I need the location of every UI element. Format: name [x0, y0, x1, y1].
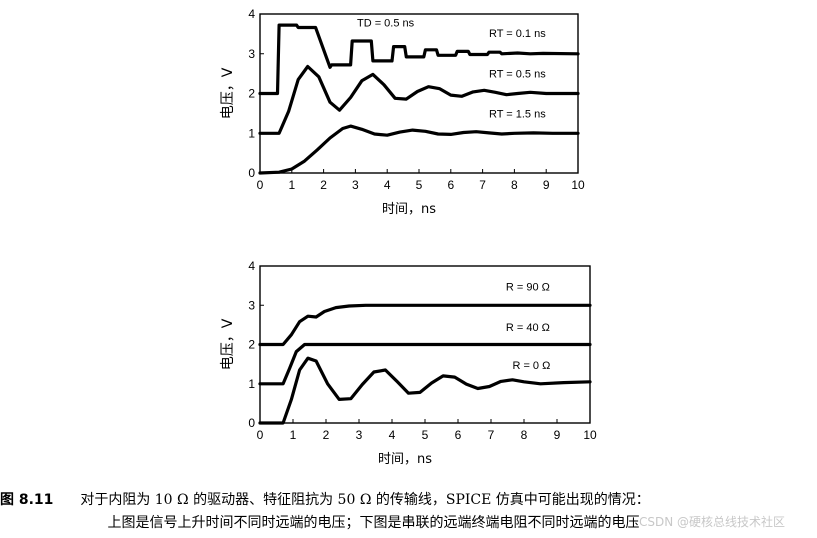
y-tick-label: 0 — [248, 166, 255, 180]
caption-text-2: 上图是信号上升时间不同时远端的电压；下图是串联的远端终端电阻不同时远端的电压 — [107, 515, 640, 531]
caption-text-1: 对于内阻为 10 Ω 的驱动器、特征阻抗为 50 Ω 的传输线，SPICE 仿真… — [80, 492, 650, 508]
x-tick-label: 3 — [352, 178, 359, 192]
x-tick-label: 4 — [389, 428, 396, 442]
x-tick-label: 5 — [416, 178, 423, 192]
x-tick-label: 7 — [488, 428, 495, 442]
x-tick-label: 0 — [257, 178, 264, 192]
y-tick-label: 2 — [248, 338, 255, 352]
y-tick-label: 3 — [248, 298, 255, 312]
x-tick-label: 7 — [479, 178, 486, 192]
y-tick-label: 1 — [248, 126, 255, 140]
y-tick-label: 4 — [248, 259, 255, 273]
y-axis-label: 电压，V — [220, 318, 236, 370]
caption-line-2: 上图是信号上升时间不同时远端的电压；下图是串联的远端终端电阻不同时远端的电压 — [0, 512, 817, 532]
x-tick-label: 8 — [521, 428, 528, 442]
x-tick-label: 2 — [320, 178, 327, 192]
series-line-3 — [258, 356, 592, 425]
x-axis-label: 时间，ns — [382, 202, 436, 217]
x-tick-label: 10 — [571, 178, 585, 192]
y-axis-label: 电压，V — [220, 67, 236, 119]
x-tick-label: 3 — [356, 428, 363, 442]
watermark: CSDN @硬核总线技术社区 — [638, 515, 785, 529]
series-line-1 — [258, 23, 580, 96]
series-line-2 — [258, 64, 580, 135]
series-line-2 — [258, 342, 592, 386]
y-tick-label: 3 — [248, 47, 255, 61]
annotation-label: TD = 0.5 ns — [357, 18, 415, 30]
x-tick-label: 8 — [511, 178, 518, 192]
y-tick-label: 1 — [248, 377, 255, 391]
x-tick-label: 9 — [543, 178, 550, 192]
x-tick-label: 6 — [447, 178, 454, 192]
x-tick-label: 5 — [422, 428, 429, 442]
annotation-label: R = 90 Ω — [506, 281, 550, 293]
x-tick-label: 10 — [583, 428, 597, 442]
y-tick-label: 0 — [248, 416, 255, 430]
annotation-label: RT = 0.5 ns — [489, 69, 546, 81]
x-tick-label: 4 — [384, 178, 391, 192]
series-line-1 — [258, 303, 592, 347]
x-tick-label: 9 — [554, 428, 561, 442]
x-tick-label: 2 — [323, 428, 330, 442]
series-line-3 — [258, 124, 580, 175]
x-tick-label: 1 — [290, 428, 297, 442]
annotation-label: RT = 1.5 ns — [489, 108, 546, 120]
x-axis-label: 时间，ns — [378, 452, 432, 467]
y-tick-label: 4 — [248, 7, 255, 21]
x-tick-label: 0 — [257, 428, 264, 442]
chart-1: 0 1 2 3 4 5 6 7 8 9 10 0 1 2 3 4 电压，V 时间，ns TD = 0.5 ns RT … — [220, 7, 585, 217]
x-tick-label: 1 — [288, 178, 295, 192]
caption-line-1: 图 8.11 对于内阻为 10 Ω 的驱动器、特征阻抗为 50 Ω 的传输线，S… — [0, 489, 817, 509]
x-tick-label: 6 — [455, 428, 462, 442]
y-tick-label: 2 — [248, 87, 255, 101]
annotation-label: R = 40 Ω — [506, 322, 550, 334]
chart-2: 0 1 2 3 4 5 6 7 8 9 10 0 1 2 3 4 电压，V 时间，ns R = 90 Ω R = 40… — [220, 259, 597, 467]
annotation-label: R = 0 Ω — [512, 360, 550, 372]
figure-number: 图 8.11 — [0, 492, 54, 508]
annotation-label: RT = 0.1 ns — [489, 28, 546, 40]
